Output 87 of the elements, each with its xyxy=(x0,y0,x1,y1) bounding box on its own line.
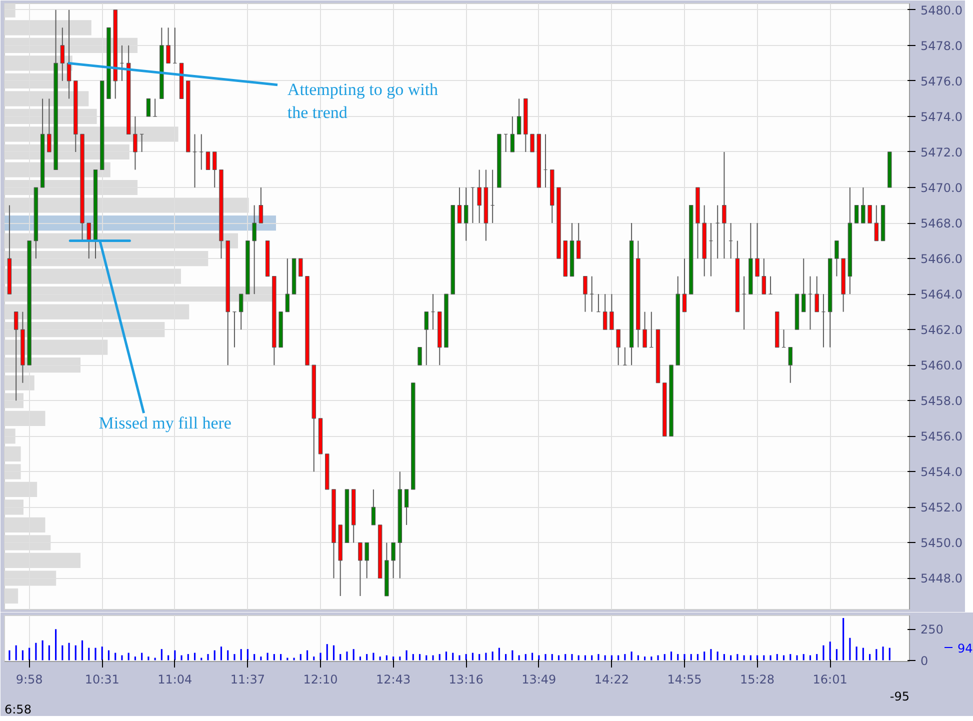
annotation: Missed my fill here xyxy=(98,414,232,433)
candlestick xyxy=(755,222,760,277)
candlestick xyxy=(583,276,588,312)
y-tick-label: 5480.0 xyxy=(920,3,962,18)
candlestick xyxy=(854,204,859,224)
y-tick-label: 5468.0 xyxy=(920,216,962,231)
candlestick xyxy=(457,187,462,224)
candlestick xyxy=(874,204,879,242)
candlestick xyxy=(285,258,290,312)
candlestick xyxy=(722,151,726,260)
y-tick-label: 5476.0 xyxy=(920,74,962,88)
candlestick xyxy=(152,98,158,117)
candlestick xyxy=(477,169,482,224)
candlestick xyxy=(768,276,773,295)
y-tick-label: 5474.0 xyxy=(920,110,962,124)
x-tick-label: 15:28 xyxy=(740,672,775,686)
candlestick xyxy=(814,276,819,312)
candlestick xyxy=(252,204,256,295)
candlestick xyxy=(358,542,362,596)
candlestick xyxy=(298,258,303,277)
y-tick-label: 5466.0 xyxy=(920,252,962,266)
y-tick-label: 5454.0 xyxy=(920,465,962,480)
candlestick xyxy=(788,346,792,384)
candlestick xyxy=(602,294,608,330)
candlestick xyxy=(861,187,866,224)
candlestick xyxy=(516,98,522,135)
y-tick-label: 5448.0 xyxy=(920,572,962,586)
bar xyxy=(4,588,18,604)
candlestick xyxy=(212,151,217,188)
candlestick xyxy=(86,222,91,260)
y-tick-label: 5456.0 xyxy=(920,430,962,444)
candlestick xyxy=(610,294,614,330)
candlestick xyxy=(47,98,52,152)
candlestick xyxy=(14,311,18,402)
candlestick xyxy=(510,116,515,152)
y-tick-label: 5462.0 xyxy=(920,323,962,338)
y-tick-label: 5470.0 xyxy=(920,181,962,195)
text: -95 xyxy=(890,690,910,704)
candlestick xyxy=(464,187,468,242)
candlestick xyxy=(133,116,138,170)
y-tick-label: 5464.0 xyxy=(920,288,962,302)
annotation: Attempting to go with the trend xyxy=(287,80,439,122)
candlestick xyxy=(66,9,72,100)
candlestick xyxy=(576,222,581,260)
x-tick-label: 16:01 xyxy=(812,672,848,686)
candlestick xyxy=(424,311,429,366)
x-tick-label: 14:55 xyxy=(667,672,702,686)
y-tick-label: 5450.0 xyxy=(920,536,962,550)
candlestick xyxy=(146,98,151,117)
y-tick-label: 250 xyxy=(920,622,944,637)
y-tick-label: 5472.0 xyxy=(920,145,962,160)
candlestick xyxy=(762,258,766,295)
y-tick-label: 5458.0 xyxy=(920,394,962,408)
y-tick-label: 5478.0 xyxy=(920,38,962,53)
y-tick-label: 0 xyxy=(920,654,928,668)
candlestick xyxy=(530,134,534,152)
candlestick xyxy=(166,27,170,64)
candlestick xyxy=(206,152,210,170)
y-tick-label: 5460.0 xyxy=(920,358,962,373)
candlestick xyxy=(616,329,620,366)
candlestick xyxy=(682,258,687,312)
candlestick xyxy=(371,488,376,526)
candlestick xyxy=(742,276,746,330)
candlestick xyxy=(238,294,244,330)
x-tick-label: 10:31 xyxy=(84,672,120,686)
bar xyxy=(4,446,21,462)
x-tick-label: 14:22 xyxy=(594,672,629,686)
candlestick xyxy=(868,204,872,224)
text: 94 xyxy=(958,641,973,656)
candlestick xyxy=(258,187,264,224)
text: 6:58 xyxy=(4,702,32,716)
candlestick xyxy=(418,347,422,366)
x-tick-label: 13:49 xyxy=(522,672,556,686)
x-tick-label: 11:37 xyxy=(230,672,266,686)
candlestick xyxy=(391,542,396,579)
candlestick xyxy=(834,240,839,277)
candlestick xyxy=(801,258,806,312)
candlestick xyxy=(60,27,65,82)
candlestick xyxy=(364,542,369,579)
x-tick-label: 11:04 xyxy=(158,672,192,686)
x-tick-label: 12:43 xyxy=(376,672,411,686)
candlestick xyxy=(404,488,409,526)
y-tick-label: 5452.0 xyxy=(920,500,962,515)
x-tick-label: 9:58 xyxy=(16,672,43,686)
candlestick xyxy=(642,311,647,348)
x-tick-label: 12:10 xyxy=(303,672,338,686)
x-tick-label: 13:16 xyxy=(448,672,484,686)
